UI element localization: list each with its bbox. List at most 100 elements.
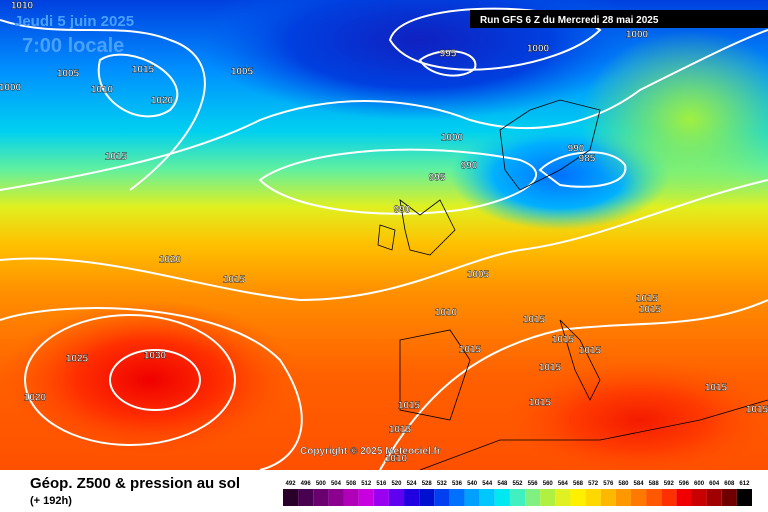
scale-label: 588	[649, 481, 660, 487]
isobar-label: 1010	[91, 85, 114, 96]
scale-swatch	[706, 489, 722, 506]
footer-subtitle: (+ 192h)	[30, 495, 72, 507]
scale-label: 520	[391, 481, 402, 487]
scale-swatch	[434, 489, 450, 506]
isobar-label: 1015	[529, 398, 552, 409]
isobar-label: 990	[461, 161, 478, 172]
isobar-label: 1015	[105, 152, 128, 163]
isobar-label: 1010	[385, 454, 408, 465]
scale-swatch	[419, 489, 435, 506]
isobar-label: 1015	[223, 275, 246, 286]
scale-swatch	[509, 489, 526, 506]
scale-swatch	[630, 489, 647, 506]
isobar-label: 990	[394, 205, 411, 216]
scale-swatch	[661, 489, 677, 506]
scale-swatch	[358, 489, 374, 506]
isobar-label: 985	[579, 154, 596, 165]
scale-label: 596	[679, 481, 690, 487]
isobar-label: 1020	[151, 96, 174, 107]
scale-swatch	[343, 489, 359, 506]
isobar-label: 1015	[523, 315, 546, 326]
scale-label: 580	[618, 481, 629, 487]
scale-label: 532	[437, 481, 448, 487]
isobar-label: 1015	[389, 425, 412, 436]
isobar-label: 1025	[66, 354, 89, 365]
scale-swatch	[449, 489, 465, 506]
scale-swatch	[736, 489, 752, 506]
scale-label: 592	[664, 481, 675, 487]
scale-swatch	[525, 489, 541, 506]
coastlines	[377, 99, 768, 471]
scale-label: 500	[316, 481, 327, 487]
isobar-label: 995	[440, 49, 457, 60]
scale-label: 524	[407, 481, 418, 487]
scale-swatch	[298, 489, 314, 506]
isobar-label: 1000	[527, 44, 550, 55]
scale-label: 556	[528, 481, 539, 487]
scale-label: 536	[452, 481, 463, 487]
scale-label: 552	[512, 481, 523, 487]
isobar-label: 1015	[579, 346, 602, 357]
isobar-label: 1000	[626, 30, 649, 41]
scale-label: 516	[376, 481, 387, 487]
scale-swatch	[388, 489, 405, 506]
scale-label: 612	[739, 481, 750, 487]
green-area	[580, 30, 768, 210]
scale-label: 600	[694, 481, 705, 487]
isobar-label: 1015	[398, 401, 421, 412]
isobar-label: 1005	[57, 69, 80, 80]
isobar-label: 1015	[459, 345, 482, 356]
footer-title: Géop. Z500 & pression au sol	[30, 475, 240, 492]
copyright: Copyright © 2025 Meteociel.fr	[300, 446, 441, 457]
scale-swatch	[615, 489, 631, 506]
scale-swatch	[479, 489, 495, 506]
scale-label: 504	[331, 481, 342, 487]
isobar-label: 1020	[159, 255, 182, 266]
isobar-label: 1015	[636, 294, 659, 305]
isobar-label: 1015	[705, 383, 728, 394]
high-pressure-area	[500, 360, 768, 480]
high-pressure-area	[0, 300, 300, 460]
scale-swatch	[676, 489, 692, 506]
scale-label: 492	[286, 481, 297, 487]
scale-swatch	[313, 489, 329, 506]
isobar-label: 990	[568, 144, 585, 155]
scale-label: 568	[573, 481, 584, 487]
color-scale: 492 496 500 504 508 512 516 520 524 528 532 536 540 5…	[283, 481, 752, 506]
isobar-label: 1015	[746, 405, 768, 416]
run-info: Run GFS 6 Z du Mercredi 28 mai 2025	[480, 15, 659, 26]
scale-label: 584	[634, 481, 645, 487]
scale-label: 560	[543, 481, 554, 487]
scale-swatch	[555, 489, 571, 506]
isobar-label: 1015	[639, 305, 662, 316]
scale-label: 512	[361, 481, 372, 487]
isobar-label: 1020	[24, 393, 47, 404]
scale-swatch	[464, 489, 480, 506]
scale-label: 544	[482, 481, 493, 487]
scale-label: 540	[467, 481, 478, 487]
scale-swatch	[585, 489, 601, 506]
forecast-date: Jeudi 5 juin 2025	[14, 13, 134, 30]
isobar-labels: 1010 1005 1015 1010 1020 1000 1005 1015 995 1000 1…	[0, 0, 768, 465]
scale-swatch	[283, 489, 299, 506]
scale-label: 608	[724, 481, 735, 487]
scale-label: 604	[709, 481, 720, 487]
isobar-label: 1015	[539, 363, 562, 374]
scale-label: 528	[422, 481, 433, 487]
scale-swatch	[646, 489, 662, 506]
scale-swatch	[600, 489, 616, 506]
isobar-label: 1015	[552, 335, 575, 346]
scale-swatch	[404, 489, 420, 506]
isobar-label: 1015	[132, 65, 155, 76]
scale-swatch	[691, 489, 707, 506]
isobars	[0, 7, 768, 471]
scale-swatch	[540, 489, 556, 506]
isobar-label: 1010	[11, 1, 34, 12]
scale-label: 496	[301, 481, 312, 487]
isobar-label: 1000	[441, 133, 464, 144]
scale-swatch	[494, 489, 510, 506]
scale-label: 564	[558, 481, 569, 487]
scale-swatch	[570, 489, 586, 506]
isobar-label: 1005	[231, 67, 254, 78]
